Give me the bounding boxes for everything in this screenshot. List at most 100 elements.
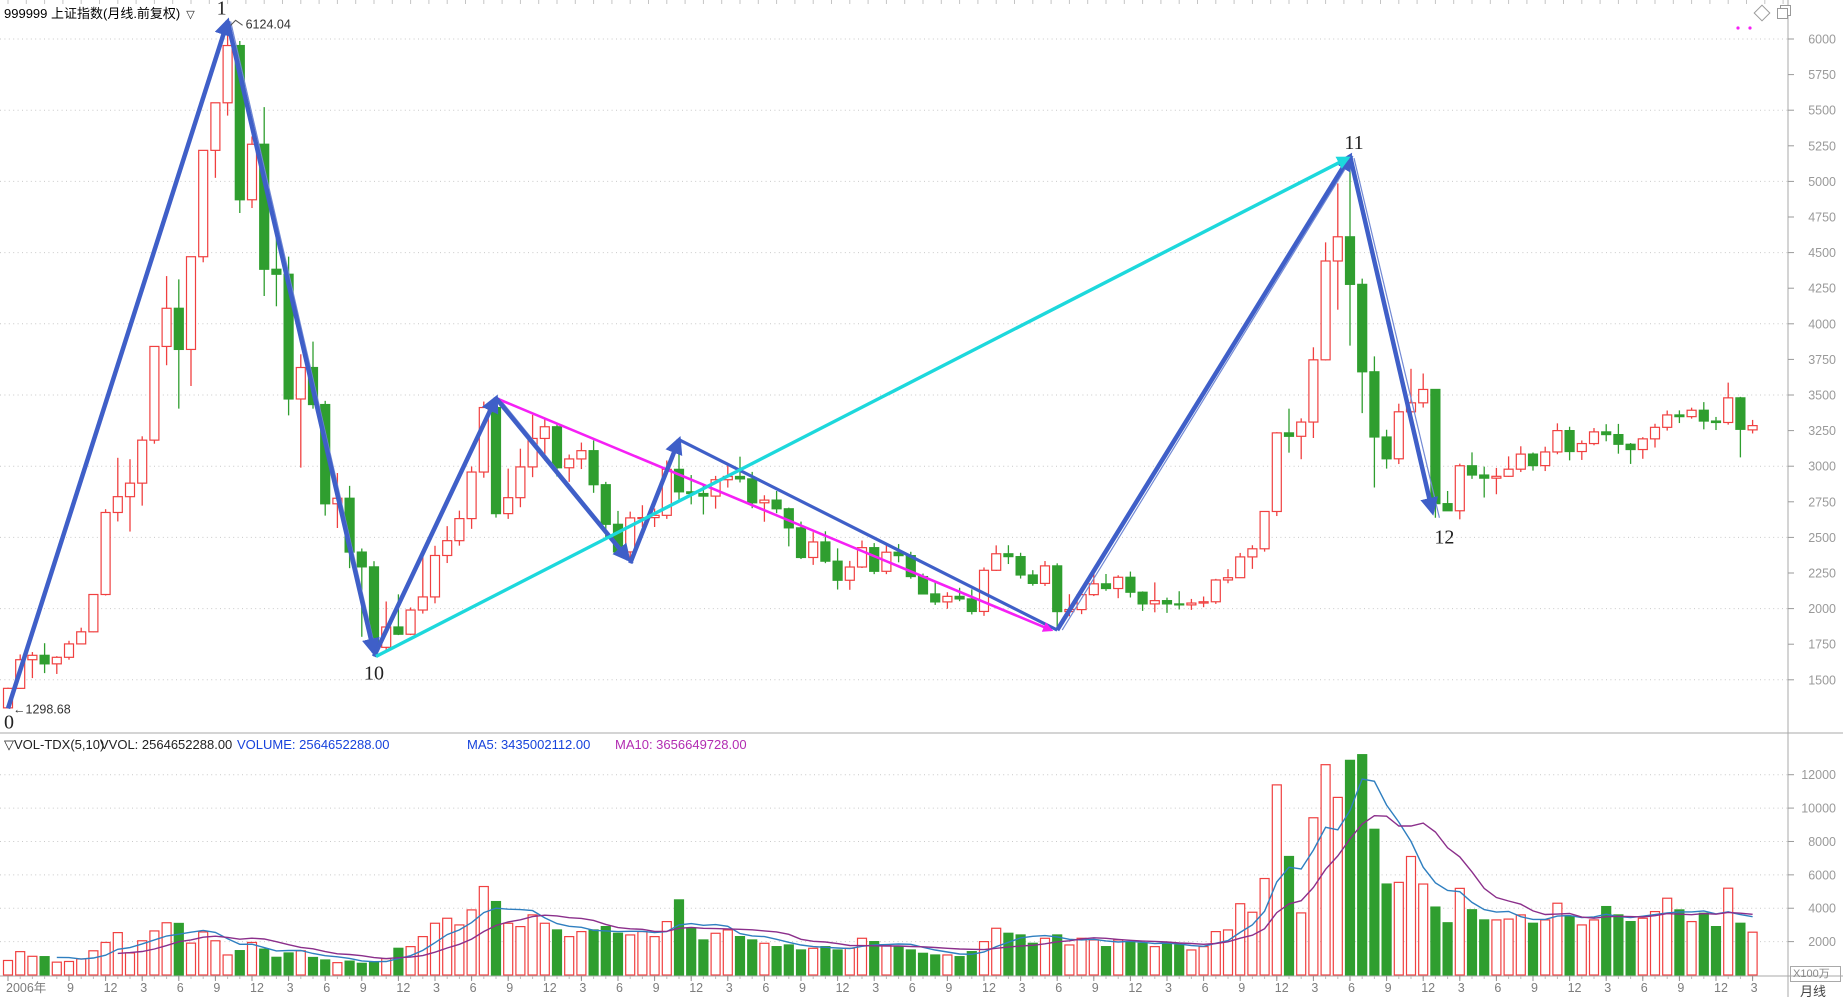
volume-bar: [1527, 922, 1539, 976]
candle: [173, 307, 184, 351]
volume-bar: [881, 944, 892, 976]
candle: [1052, 565, 1063, 613]
candle: [1003, 553, 1014, 558]
volume-bar: [734, 936, 746, 976]
volume-bar: [1686, 920, 1697, 976]
time-axis-label: 9: [799, 981, 806, 995]
candle: [1479, 474, 1490, 479]
time-axis-label: 9: [1385, 981, 1392, 995]
wave-line-pen-11-12: [1353, 157, 1440, 518]
volume-bar: [198, 931, 209, 976]
candle: [1320, 260, 1331, 361]
time-axis-label: 3: [726, 981, 733, 995]
volume-bar: [1723, 887, 1734, 976]
candle: [1027, 574, 1038, 584]
candle: [673, 468, 685, 493]
volume-bar: [771, 946, 782, 976]
volume-bar: [930, 954, 941, 976]
candle: [295, 366, 306, 400]
collapse-triangle-icon[interactable]: ▽: [186, 9, 195, 21]
wave-line-seg-a-b: [494, 396, 631, 563]
period-label[interactable]: 月线: [1800, 984, 1827, 997]
candle: [1161, 600, 1173, 605]
volume-bar: [1503, 918, 1514, 976]
volume-bar: [576, 931, 587, 976]
wave-line-seg-0-1: [5, 17, 232, 710]
volume-bar: [1381, 883, 1392, 976]
price-axis-label: 4250: [1808, 282, 1836, 296]
candle: [954, 595, 965, 600]
volume-bar: [942, 954, 953, 976]
time-axis-label: 3: [1311, 981, 1318, 995]
volume-bar: [76, 958, 87, 976]
time-axis-label: 9: [213, 981, 220, 995]
candle: [1503, 468, 1514, 477]
collapse-triangle-icon[interactable]: ▽: [4, 737, 14, 752]
volume-bar: [1015, 934, 1026, 976]
volume-bar: [1405, 855, 1417, 976]
candle: [417, 596, 428, 611]
candle: [1149, 600, 1160, 605]
volume-bar: [551, 929, 563, 976]
candle: [1576, 442, 1587, 453]
vvol-value: VVOL: 2564652288.00: [100, 737, 233, 752]
volume-bar: [1137, 942, 1148, 976]
time-axis-label: 6: [1348, 981, 1355, 995]
wave-line-seg-c-d: [678, 438, 1058, 632]
candle: [1698, 409, 1709, 422]
volume-bar: [405, 946, 416, 976]
candle: [1625, 443, 1636, 451]
candle: [466, 471, 477, 520]
volume-bar: [856, 937, 868, 976]
candle: [393, 626, 404, 635]
volume-bar: [356, 962, 367, 976]
time-axis-label: 6: [762, 981, 769, 995]
time-axis-label: 9: [1677, 981, 1684, 995]
candle: [600, 484, 611, 525]
volume-bar: [1601, 905, 1612, 976]
price-axis-label: 3500: [1808, 389, 1836, 403]
indicator-name[interactable]: ▽VOL-TDX(5,10): [4, 737, 105, 752]
price-axis-label: 2250: [1808, 567, 1836, 581]
volume-bar: [1613, 914, 1624, 976]
candle: [930, 593, 941, 603]
volume-bar: [1430, 906, 1441, 976]
volume-bar: [917, 952, 929, 976]
magenta-dot: [1748, 26, 1752, 30]
candle: [1601, 431, 1612, 436]
candle: [1515, 453, 1526, 470]
wave-line-seg-1-10: [225, 20, 380, 657]
cascade-windows-icon[interactable]: [1777, 5, 1791, 19]
volume-bar: [344, 960, 355, 976]
volume-bar: [1442, 922, 1453, 976]
candle: [234, 44, 245, 201]
volume-bar: [307, 956, 319, 976]
candle: [698, 492, 709, 497]
volume-bar: [1747, 931, 1758, 976]
time-axis-label: 6: [1055, 981, 1062, 995]
volume-bar: [673, 899, 685, 976]
volume-bar: [1479, 919, 1490, 976]
candle: [185, 256, 197, 351]
candle: [1552, 430, 1563, 453]
time-axis-label: 6: [909, 981, 916, 995]
annotation-low-callout: ←1298.68: [13, 702, 71, 716]
candle: [51, 656, 62, 665]
volume-bar: [1369, 828, 1380, 976]
volume-bar: [1222, 929, 1234, 976]
volume-bar: [2, 959, 14, 976]
volume-bar: [234, 950, 245, 976]
volume-bar: [625, 934, 636, 976]
time-axis-label: 12: [104, 981, 118, 995]
volume-bar: [1649, 910, 1661, 976]
volume-bar: [161, 922, 172, 976]
volume-bar: [1064, 944, 1075, 976]
volume-bar: [51, 961, 62, 976]
candle: [100, 511, 111, 596]
candle: [832, 560, 843, 581]
volume-bar: [1637, 917, 1648, 976]
candle: [63, 643, 75, 658]
candle: [1369, 371, 1380, 438]
volume-bar: [1698, 912, 1709, 976]
